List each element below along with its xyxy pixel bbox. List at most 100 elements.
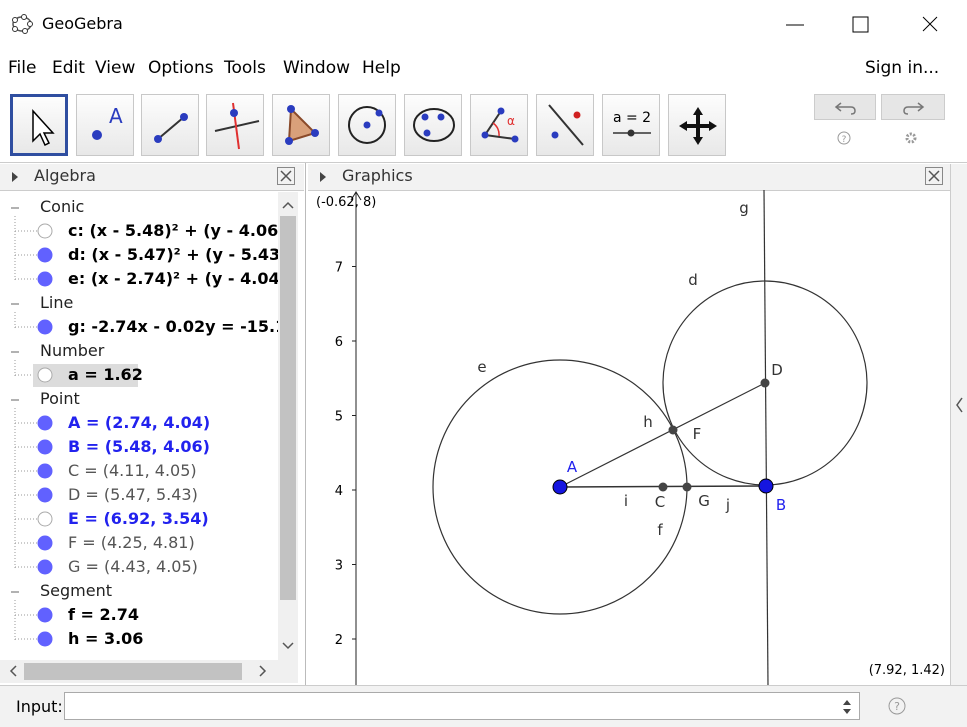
visibility-marker[interactable] [36, 246, 54, 264]
visibility-marker[interactable] [36, 630, 54, 648]
y-tick-label: 2 [335, 633, 343, 648]
object-label: f [657, 521, 663, 539]
group-toggle[interactable] [8, 296, 22, 310]
side-strip [950, 164, 967, 685]
tree-line [15, 230, 38, 232]
close-graphics[interactable] [925, 167, 943, 185]
tree-line [15, 542, 38, 544]
algebra-item[interactable]: f = 2.74 [68, 605, 139, 624]
group-toggle[interactable] [8, 392, 22, 406]
algebra-title: Algebra [34, 166, 96, 185]
visibility-marker[interactable] [36, 222, 54, 240]
visibility-marker[interactable] [36, 534, 54, 552]
group-toggle[interactable] [8, 200, 22, 214]
visibility-marker[interactable] [36, 270, 54, 288]
algebra-item[interactable]: C = (4.11, 4.05) [68, 461, 197, 480]
menu-item[interactable]: Edit [52, 58, 85, 78]
point-f[interactable] [668, 425, 678, 435]
move-tool[interactable] [10, 94, 68, 156]
algebra-item[interactable]: A = (2.74, 4.04) [68, 413, 211, 432]
collapse-arrow[interactable] [10, 171, 20, 183]
input-field[interactable] [64, 692, 860, 720]
graphics-header [308, 164, 950, 191]
tree-line [15, 254, 38, 256]
segment-tool[interactable] [141, 94, 199, 156]
point-b[interactable] [758, 478, 774, 494]
move-graphics-tool[interactable] [668, 94, 726, 156]
visibility-marker[interactable] [36, 414, 54, 432]
sign-in[interactable]: Sign in... [865, 58, 940, 78]
algebra-item[interactable]: D = (5.47, 5.43) [68, 485, 198, 504]
algebra-item[interactable]: a = 1.62 [68, 365, 143, 384]
undo-button[interactable] [814, 94, 876, 120]
tree-line [15, 518, 38, 520]
menu-item[interactable]: Help [362, 58, 401, 78]
point-g[interactable] [682, 482, 692, 492]
tree-line [14, 600, 16, 640]
input-help[interactable]: ? [886, 695, 908, 717]
menu-bar: File Edit View Options Tools Window Help [0, 48, 967, 86]
algebra-item[interactable]: G = (4.43, 4.05) [68, 557, 198, 576]
algebra-item[interactable]: d: (x - 5.47)² + (y - 5.43)² = [68, 245, 278, 264]
title-bar: GeoGebra [0, 0, 967, 48]
svg-text:?: ? [842, 135, 847, 145]
algebra-item[interactable]: g: -2.74x - 0.02y = -15.1 [68, 317, 278, 336]
point-d[interactable] [760, 378, 770, 388]
menu-item[interactable]: File [8, 58, 37, 78]
svg-text:A: A [109, 104, 123, 128]
segment-h[interactable] [559, 382, 766, 488]
visibility-marker[interactable] [36, 510, 54, 528]
slider-label: a = 2 [613, 110, 651, 126]
menu-item[interactable]: Options [148, 58, 214, 78]
visibility-marker[interactable] [36, 606, 54, 624]
menu-item[interactable]: View [95, 58, 136, 78]
visibility-marker[interactable] [36, 438, 54, 456]
point-a[interactable] [552, 479, 568, 495]
algebra-item[interactable]: e: (x - 2.74)² + (y - 4.04)² = [68, 269, 278, 288]
visibility-marker[interactable] [36, 366, 54, 384]
visibility-marker[interactable] [36, 462, 54, 480]
algebra-item[interactable]: B = (5.48, 4.06) [68, 437, 210, 456]
tree-line [15, 374, 38, 376]
algebra-item[interactable]: E = (6.92, 3.54) [68, 509, 209, 528]
angle-symbol: α [507, 114, 515, 128]
line-g[interactable] [763, 190, 769, 685]
vertical-scrollbar[interactable] [278, 192, 298, 660]
close-algebra[interactable] [277, 167, 295, 185]
group-toggle[interactable] [8, 584, 22, 598]
tree-line [15, 446, 38, 448]
object-label: i [624, 492, 628, 510]
visibility-marker[interactable] [36, 558, 54, 576]
visibility-marker[interactable] [36, 486, 54, 504]
tree-line [15, 470, 38, 472]
redo-button[interactable] [881, 94, 945, 120]
tree-line [14, 408, 16, 568]
help-settings-icons[interactable]: ? [834, 128, 924, 148]
visibility-marker[interactable] [36, 318, 54, 336]
algebra-item[interactable]: c: (x - 5.48)² + (y - 4.06)² = [68, 221, 278, 240]
algebra-list: Conic c: (x - 5.48)² + (y - 4.06)² = d: (x… [0, 192, 278, 660]
reflect-tool[interactable] [536, 94, 594, 156]
object-label: d [688, 271, 698, 289]
slider-tool[interactable]: a = 2 [602, 94, 660, 156]
object-label: F [693, 425, 702, 443]
y-axis-arrow [350, 191, 362, 201]
conic-tool[interactable] [404, 94, 462, 156]
horizontal-scrollbar[interactable] [0, 660, 298, 683]
algebra-item[interactable]: F = (4.25, 4.81) [68, 533, 195, 552]
menu-item[interactable]: Tools [224, 58, 266, 78]
circle-tool[interactable] [338, 94, 396, 156]
polygon-tool[interactable] [272, 94, 330, 156]
group-toggle[interactable] [8, 344, 22, 358]
algebra-item[interactable]: h = 3.06 [68, 629, 144, 648]
window-controls[interactable] [770, 10, 960, 40]
point-tool[interactable]: A [76, 94, 134, 156]
collapse-arrow[interactable] [318, 171, 328, 183]
point-c[interactable] [658, 482, 668, 492]
object-label: h [643, 413, 653, 431]
angle-tool[interactable]: α [470, 94, 528, 156]
menu-item[interactable]: Window [283, 58, 351, 78]
perpendicular-tool[interactable] [206, 94, 264, 156]
